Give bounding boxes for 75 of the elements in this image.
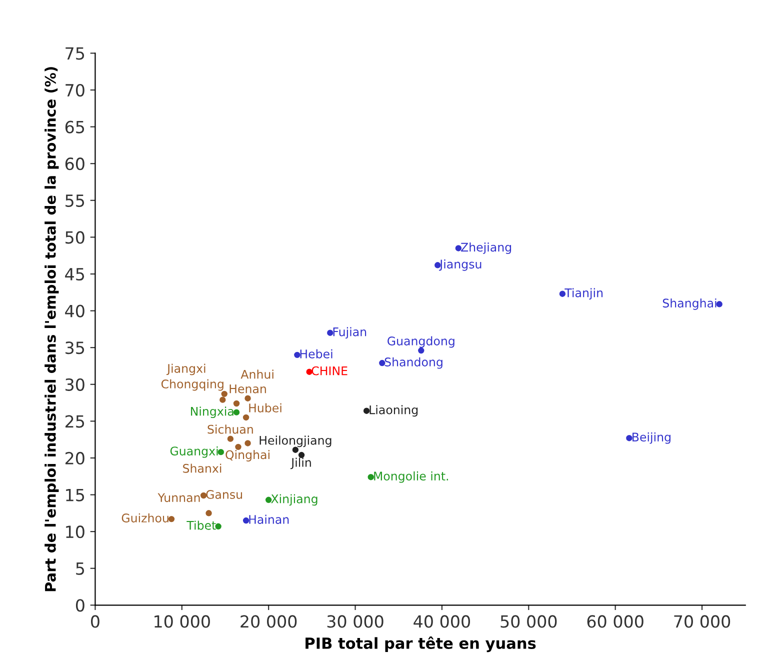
data-label: Ningxia [190, 406, 234, 418]
x-axis-title: PIB total par tête en yuans [306, 636, 536, 652]
point [626, 434, 632, 442]
data-label: Heilongjiang [260, 436, 332, 448]
point [242, 517, 250, 524]
data-label: Yunnan [158, 493, 200, 502]
point [233, 400, 240, 407]
y-tick-label: 10 [66, 526, 84, 538]
point [242, 414, 250, 421]
point [244, 395, 251, 402]
x-tick-label: 70 000 [674, 615, 730, 628]
point [363, 408, 370, 414]
x-tick-label: 20 000 [240, 615, 297, 628]
data-label: Anhui [240, 370, 274, 379]
data-label: Mongolie int. [374, 471, 448, 483]
x-tick-label: 30 000 [327, 615, 384, 628]
point [294, 352, 300, 358]
data-label: Tibet [186, 520, 216, 530]
data-label: Jiangxi [166, 364, 206, 376]
y-tick-label: 60 [65, 158, 84, 170]
y-tick-label: 45 [65, 268, 84, 281]
data-label: Hubei [249, 403, 282, 412]
point [218, 448, 224, 456]
data-label: Fujian [333, 327, 366, 339]
data-label: Guizhou [122, 513, 168, 522]
y-tick-label: 5 [76, 562, 84, 575]
data-label: Hebei [300, 349, 332, 358]
x-tick-label: 10 000 [154, 615, 210, 628]
data-label: Gansu [206, 490, 242, 499]
data-label: Shandong [384, 357, 442, 369]
y-tick-label: 25 [65, 415, 84, 428]
y-tick-label: 30 [66, 378, 84, 391]
point [233, 409, 240, 416]
data-label: Tianjin [564, 288, 603, 300]
x-tick-label: 50 000 [500, 615, 557, 628]
x-tick-label: 60 000 [587, 615, 644, 628]
data-label: Liaoning [370, 405, 418, 417]
y-tick-label: 55 [66, 194, 84, 207]
data-label: CHINE [312, 366, 348, 376]
y-axis-title: Part de l'emploi industriel dans l'emploi total de la province (%) [44, 67, 59, 592]
data-label: Jiangsu [439, 259, 482, 271]
point [168, 516, 175, 522]
data-label: Shanghai [662, 298, 716, 310]
y-tick-label: 70 [66, 84, 84, 97]
y-tick-label: 50 [66, 231, 84, 244]
point [221, 390, 228, 398]
data-label: Qinghai [226, 450, 270, 462]
data-label: Zhejiang [461, 242, 512, 254]
x-tick-label: 0 [91, 615, 100, 628]
point [244, 440, 251, 446]
data-label: Jilin [290, 458, 311, 470]
y-tick-label: 65 [65, 120, 84, 134]
data-label: Henan [230, 384, 266, 394]
point [235, 444, 242, 450]
x-tick-label: 40 000 [414, 615, 470, 628]
data-label: Shanxi [183, 464, 222, 473]
y-tick-label: 35 [66, 342, 84, 354]
y-tick-label: 0 [76, 599, 84, 612]
y-tick-label: 15 [66, 488, 84, 502]
point [220, 396, 226, 403]
data-label: Sichuan [208, 424, 253, 434]
y-tick-label: 40 [65, 304, 84, 318]
point [206, 510, 212, 516]
data-label: Guangdong [388, 336, 454, 348]
data-label: Chongqing [161, 379, 224, 391]
data-label: Guangxi [170, 446, 218, 458]
data-label: Hainan [249, 514, 289, 524]
point [227, 436, 234, 442]
y-tick-label: 20 [65, 452, 84, 465]
point [327, 330, 334, 336]
data-label: Xinjiang [271, 494, 318, 506]
point [716, 301, 722, 308]
point [368, 474, 374, 480]
y-tick-label: 75 [66, 47, 84, 60]
data-label: Beijing [632, 432, 670, 444]
